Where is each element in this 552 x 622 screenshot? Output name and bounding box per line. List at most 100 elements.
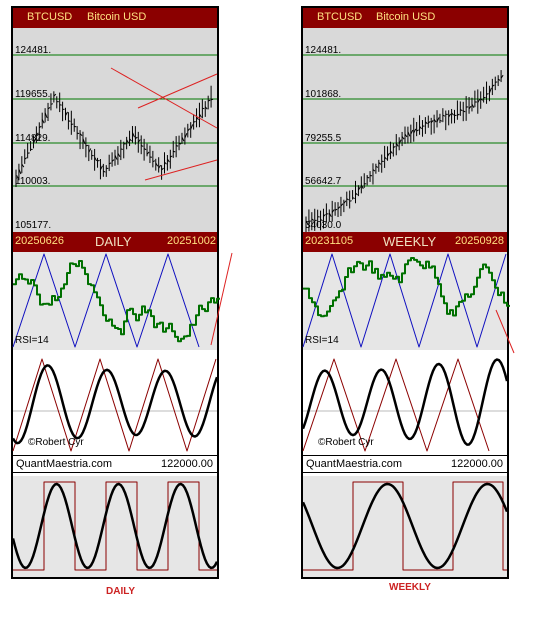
- weekly-price-tick: [331, 209, 335, 213]
- weekly-site: QuantMaestria.com: [306, 458, 402, 470]
- weekly-cycle-pane: ©Robert Cyr: [301, 351, 509, 454]
- weekly-rsi-label: RSI=14: [305, 335, 339, 346]
- weekly-cycle-svg: [301, 358, 509, 452]
- weekly-price-tick: [460, 109, 463, 112]
- weekly-price-tick: [430, 120, 434, 123]
- weekly-price-tick: [378, 162, 382, 165]
- daily-price-tick: [36, 132, 39, 136]
- daily-rsi-pane: RSI=14: [12, 252, 220, 350]
- daily-price-tick: [47, 107, 51, 110]
- weekly-chart-panel: BTCUSD Bitcoin USD 124481. 101868. 79255…: [301, 6, 510, 579]
- daily-level-4: 110003.: [15, 176, 51, 187]
- daily-price-tick: [187, 128, 191, 132]
- daily-price-tick: [39, 125, 42, 128]
- weekly-price-tick: [410, 129, 414, 135]
- daily-timeframe: DAILY: [95, 234, 132, 249]
- weekly-price-tick: [328, 212, 332, 217]
- weekly-timeframe: WEEKLY: [383, 234, 437, 249]
- daily-price-tick: [152, 160, 156, 163]
- weekly-cycle-zigzag: [302, 253, 507, 348]
- weekly-price-tick: [311, 218, 315, 221]
- weekly-price-tick: [462, 110, 466, 113]
- daily-level-1: 124481.: [15, 45, 52, 56]
- weekly-cycle-wave: [301, 358, 509, 446]
- daily-price-tick: [15, 175, 19, 177]
- weekly-price-tick: [355, 192, 358, 196]
- daily-price-tick: [85, 144, 89, 147]
- daily-cycle-wave: [11, 364, 219, 445]
- daily-rsi-label: RSI=14: [15, 335, 49, 346]
- daily-price-tick: [143, 148, 147, 151]
- daily-price-tick: [204, 106, 208, 110]
- daily-price-tick: [108, 162, 112, 165]
- daily-price-tick: [120, 148, 123, 150]
- weekly-price-tick: [425, 121, 428, 125]
- daily-price-tick: [71, 123, 74, 126]
- daily-sine-wave: [11, 482, 219, 570]
- daily-site: QuantMaestria.com: [16, 458, 112, 470]
- weekly-price-pane: 124481. 101868. 79255.5 56642.7 34030.0: [303, 28, 507, 233]
- daily-price-tick: [126, 139, 130, 144]
- weekly-price-tick: [500, 74, 504, 79]
- weekly-price-tick: [439, 119, 443, 122]
- daily-trend-line-upper: [110, 67, 218, 129]
- weekly-rsi-svg: [302, 253, 510, 348]
- weekly-price-tick: [384, 156, 387, 160]
- weekly-price-tick: [349, 200, 352, 202]
- weekly-red-zigzag: [302, 358, 490, 452]
- daily-price-tick: [181, 136, 185, 142]
- daily-price-tick: [170, 155, 173, 158]
- daily-price-tick: [184, 133, 188, 139]
- weekly-symbol: BTCUSD: [317, 11, 363, 23]
- weekly-price-tick: [395, 143, 399, 147]
- weekly-copyright: ©Robert Cyr: [318, 437, 374, 448]
- daily-header: BTCUSD Bitcoin USD: [13, 8, 217, 28]
- daily-price-tick: [161, 167, 164, 171]
- daily-price-tick: [114, 154, 118, 160]
- weekly-header: BTCUSD Bitcoin USD: [303, 8, 507, 28]
- daily-level-5: 105177.: [15, 220, 52, 231]
- daily-rsi-svg: [12, 253, 220, 348]
- daily-price-tick: [137, 139, 141, 143]
- weekly-bottom-pane: [301, 476, 509, 577]
- weekly-rsi-pane: RSI=14: [302, 252, 510, 350]
- weekly-instrument-name: Bitcoin USD: [376, 11, 436, 23]
- daily-date-bar: 20250626 DAILY 20251002: [13, 232, 217, 252]
- weekly-price-tick: [357, 186, 361, 191]
- weekly-price-tick: [404, 133, 408, 138]
- weekly-price-tick: [346, 198, 350, 201]
- daily-price-tick: [18, 169, 22, 175]
- weekly-price-tick: [448, 113, 452, 118]
- daily-date-start: 20250626: [15, 235, 64, 247]
- weekly-price-tick: [442, 114, 446, 117]
- daily-price-tick: [193, 120, 196, 123]
- weekly-price-tick: [488, 87, 492, 94]
- weekly-price-tick: [360, 184, 364, 189]
- daily-price-tick: [21, 163, 25, 168]
- weekly-level-1: 124481.: [305, 45, 342, 56]
- weekly-date-bar: 20231105 WEEKLY 20250928: [303, 232, 507, 252]
- daily-price-tick: [178, 142, 182, 145]
- daily-footer-bar: QuantMaestria.com 122000.00: [13, 455, 217, 473]
- weekly-price-tick: [471, 103, 475, 108]
- daily-cycle-svg: [11, 358, 219, 452]
- daily-price-tick: [103, 170, 106, 173]
- weekly-price-tick: [427, 121, 431, 124]
- daily-price-tick: [199, 113, 202, 118]
- daily-price-tick: [33, 138, 36, 144]
- daily-price-tick: [82, 138, 86, 145]
- daily-bottom-pane: [11, 476, 219, 577]
- weekly-price-tick: [352, 197, 355, 199]
- weekly-price-tick: [372, 169, 376, 172]
- weekly-date-end: 20250928: [455, 235, 504, 247]
- daily-price-tick: [166, 158, 170, 163]
- weekly-bottom-svg: [301, 481, 509, 571]
- daily-red-zigzag: [12, 358, 217, 452]
- weekly-level-4: 56642.7: [305, 176, 342, 187]
- daily-symbol: BTCUSD: [27, 11, 73, 23]
- daily-price-tick: [111, 159, 115, 162]
- daily-price-tick: [50, 103, 54, 105]
- weekly-footer-value: 122000.00: [451, 458, 503, 470]
- weekly-price-tick: [387, 152, 390, 157]
- daily-footer-value: 122000.00: [161, 458, 213, 470]
